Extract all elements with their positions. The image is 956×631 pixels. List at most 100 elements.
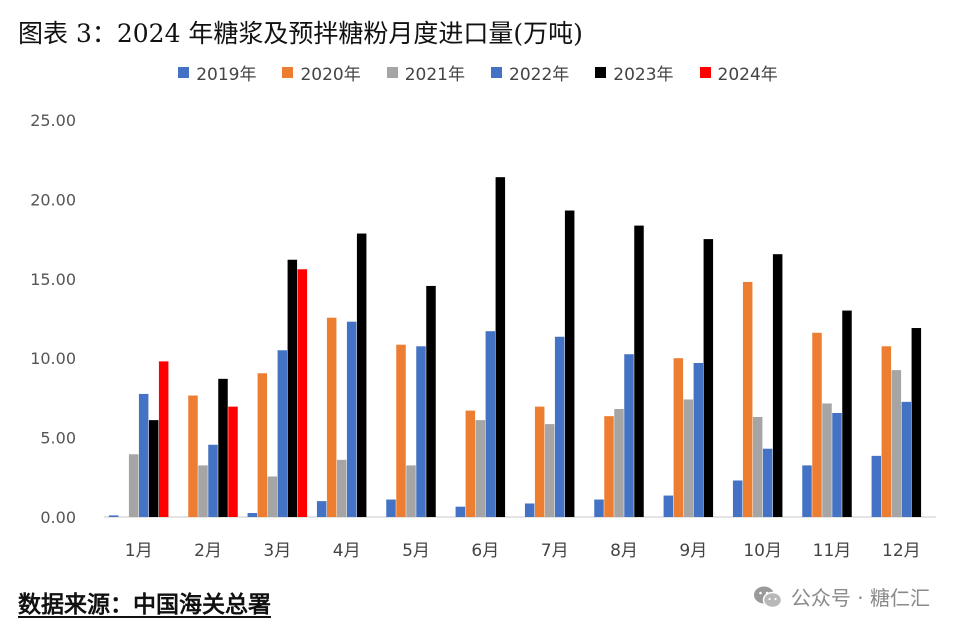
x-tick-label: 11月 [813,541,852,561]
bar [732,480,743,517]
y-tick-label: 15.00 [30,270,76,289]
bar [416,346,426,517]
bar [148,420,159,517]
x-tick-label: 12月 [882,541,921,561]
data-source-note: 数据来源：中国海关总署 [18,591,271,618]
bar [208,444,218,517]
bar [336,459,347,517]
bar [297,269,308,517]
legend-label: 2020年 [300,65,361,85]
bar [663,495,674,517]
chart-title: 图表 3：2024 年糖浆及预拌糖粉月度进口量(万吨) [18,19,583,48]
x-tick-label: 9月 [679,541,707,561]
bar [346,321,357,517]
legend-item: 2023年 [595,60,674,85]
bar [277,350,288,517]
bar [901,401,912,517]
bar [228,406,238,517]
legend-swatch [386,67,398,78]
watermark: 公众号 · 糖仁汇 [753,582,930,611]
bar [891,370,902,517]
bar [812,332,822,517]
bar [594,499,604,517]
bar [634,225,644,517]
bar [703,239,714,517]
bar [624,354,634,517]
bar [762,448,773,517]
chart-legend: 2019年 2020年 2021年 2022年 2023年 2024年 [0,60,956,85]
x-tick-label: 3月 [263,541,291,561]
x-tick-label: 4月 [333,541,361,561]
bar [604,416,614,517]
bar [465,410,476,517]
bar [911,328,922,517]
bar [396,344,406,517]
bar [614,409,624,517]
bar [842,310,852,517]
bar [871,455,882,517]
bar [534,406,545,517]
legend-item: 2020年 [282,60,361,85]
bar [406,465,416,517]
bar-chart: 0.00 5.00 10.00 15.00 20.00 25.00 1月 2月 3月 4月 5月 6月… [30,111,936,561]
bar [693,362,704,517]
bar [247,513,258,517]
bar [832,412,842,517]
bar [524,503,535,517]
bar [138,393,149,517]
bar [485,331,496,517]
x-tick-label: 8月 [610,541,638,561]
bar [752,416,763,517]
y-tick-label: 5.00 [40,429,76,448]
legend-swatch [178,67,190,78]
legend-item: 2021年 [386,60,465,85]
bar [544,424,555,517]
bar [386,499,396,517]
bar [475,420,486,517]
bar [822,403,832,517]
bar [128,454,139,517]
legend-item: 2024年 [699,60,778,85]
bar [198,465,208,517]
bar [455,506,466,517]
bar [495,177,506,518]
legend-label: 2024年 [717,65,778,85]
bar [356,233,367,518]
bar [188,395,198,517]
legend-label: 2022年 [509,65,570,85]
x-tick-label: 6月 [471,541,499,561]
bar [326,317,337,517]
bar [218,378,228,517]
x-tick-label: 7月 [541,541,569,561]
bar [881,346,892,517]
x-tick-label: 5月 [402,541,430,561]
x-tick-label: 1月 [125,541,153,561]
legend-label: 2019年 [196,65,257,85]
x-tick-label: 10月 [743,541,782,561]
bar [158,361,169,517]
bar [316,501,327,517]
x-tick-label: 2月 [194,541,222,561]
bar [673,358,684,517]
bar [772,254,783,517]
legend-swatch [282,67,294,78]
legend-label: 2023年 [613,65,674,85]
legend-swatch [595,67,607,78]
bar [426,285,436,517]
bar [108,515,119,517]
bar [257,373,268,517]
legend-label: 2021年 [404,65,465,85]
y-tick-label: 25.00 [30,111,76,130]
wechat-icon [753,586,783,608]
legend-item: 2019年 [178,60,256,85]
y-tick-label: 10.00 [30,349,76,368]
legend-swatch [491,67,502,78]
bar [802,465,812,517]
legend-swatch [699,67,711,78]
y-tick-label: 0.00 [40,508,76,527]
bar [564,210,575,517]
bar [683,399,694,517]
y-tick-label: 20.00 [30,190,76,209]
bar [287,259,298,517]
bar [267,476,278,517]
